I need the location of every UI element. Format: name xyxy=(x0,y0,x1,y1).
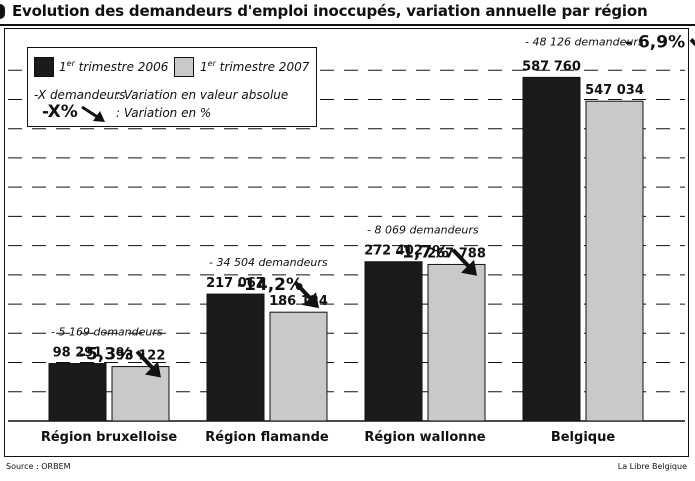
bar-2007 xyxy=(269,311,328,422)
variation-arrow-icon xyxy=(451,248,471,269)
legend-arrow-icon xyxy=(81,105,105,122)
variation-arrow-icon xyxy=(689,38,695,47)
title-marker xyxy=(0,4,5,19)
legend-abs-description: : Variation en valeur absolue xyxy=(116,88,289,102)
data-label: 217 067 xyxy=(206,276,265,291)
source-note: Source : ORBEM xyxy=(6,462,71,471)
bar-2006 xyxy=(48,363,107,422)
variation-arrowhead-icon xyxy=(145,361,161,378)
variation-arrow-icon xyxy=(135,350,155,370)
variation-percent: - 6,9% xyxy=(625,32,685,52)
data-label: 186 124 xyxy=(269,294,328,309)
legend-swatch-2006 xyxy=(34,57,54,77)
chart-frame xyxy=(4,28,689,457)
variation-percent: -5,3% xyxy=(79,345,133,365)
variation-absolute: - 48 126 demandeurs xyxy=(525,35,644,48)
category-label: Région flamande xyxy=(205,430,329,445)
bar-2006 xyxy=(206,293,265,422)
legend: 1er trimestre 2006 1er trimestre 2007 -X… xyxy=(27,47,317,127)
publisher-credit: La Libre Belgique xyxy=(617,462,687,471)
bar-2006 xyxy=(522,76,581,422)
variation-absolute: - 5 169 demandeurs xyxy=(51,326,163,339)
variation-percent: -1,7% xyxy=(395,243,449,263)
legend-abs-example: -X demandeurs xyxy=(34,88,126,102)
legend-pct-description: : Variation en % xyxy=(116,106,212,120)
data-label: 272 402 xyxy=(364,244,423,259)
chart-title: Evolution des demandeurs d'emploi inoccu… xyxy=(12,2,648,20)
legend-pct-example: -X% xyxy=(42,102,78,122)
bar-2007 xyxy=(585,100,644,422)
category-label: Région bruxelloise xyxy=(41,430,178,445)
legend-label-2007: 1er trimestre 2007 xyxy=(200,59,310,74)
variation-absolute: - 8 069 demandeurs xyxy=(367,224,479,237)
variation-absolute: - 34 504 demandeurs xyxy=(209,256,328,269)
category-label: Région wallonne xyxy=(364,430,485,445)
bar-2007 xyxy=(427,263,486,422)
data-label: 98 291 xyxy=(53,346,103,361)
data-label: 547 034 xyxy=(585,83,644,98)
title-bar: Evolution des demandeurs d'emploi inoccu… xyxy=(0,0,695,26)
variation-arrowhead-icon xyxy=(303,292,319,309)
data-label: 587 760 xyxy=(522,59,581,74)
variation-arrow-icon xyxy=(293,280,313,301)
legend-swatch-2007 xyxy=(174,57,194,77)
legend-label-2006: 1er trimestre 2006 xyxy=(59,59,169,74)
bar-2006 xyxy=(364,261,423,422)
variation-arrowhead-icon xyxy=(461,259,477,276)
variation-percent: -14,2% xyxy=(237,275,303,295)
category-label: Belgique xyxy=(551,430,616,445)
